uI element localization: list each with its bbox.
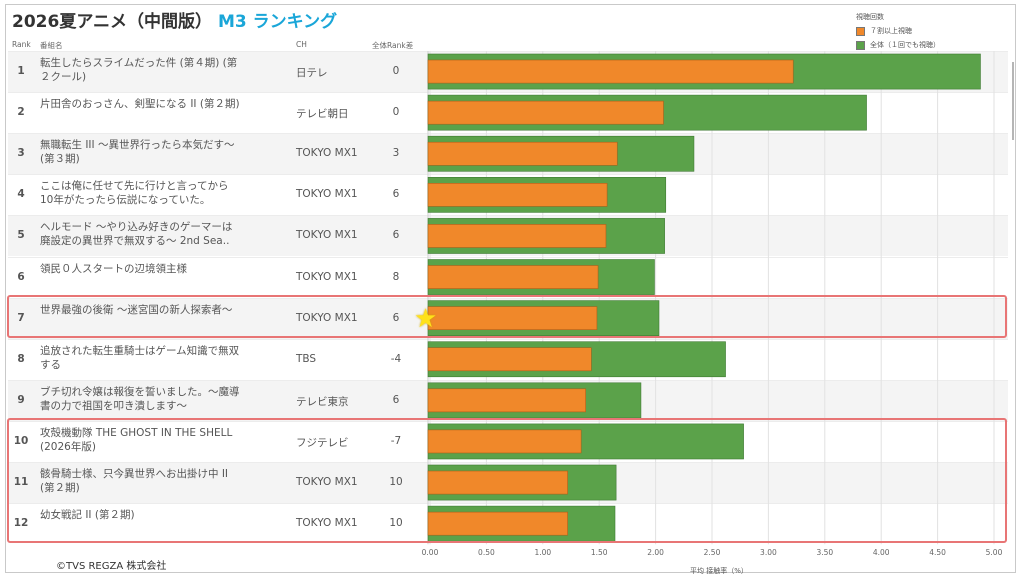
title-accent: M3 ランキング (217, 12, 338, 32)
legend-label-70pct: ７割以上視聴 (870, 27, 912, 35)
header-rank: Rank (12, 40, 31, 49)
x-tick-label: 5.00 (986, 548, 1003, 557)
row-rank: 10 (13, 434, 29, 447)
row-rank: 7 (17, 311, 25, 324)
bar-70pct (427, 265, 599, 289)
x-tick-label: 1.50 (591, 548, 608, 557)
row-rank-diff: 6 (392, 311, 400, 324)
row-channel: 日テレ (296, 67, 328, 79)
row-rank: 11 (13, 476, 29, 488)
header-diff: 全体Rank差 (372, 41, 414, 50)
x-tick-label: 0.50 (478, 548, 495, 557)
row-rank-diff: 6 (392, 229, 400, 242)
x-tick-label: 4.00 (873, 548, 890, 557)
row-program-name: 追放された転生重騎士はゲーム知識で無双する (40, 344, 240, 371)
row-rank: 5 (17, 229, 25, 242)
bar-70pct (427, 306, 598, 331)
x-tick-label: 2.50 (704, 548, 721, 557)
row-rank-diff: 0 (392, 106, 400, 119)
row-rank-diff: 10 (389, 517, 403, 530)
row-program-name: 幼女戦記 II (第２期) (40, 509, 135, 522)
row-program-name: 片田舎のおっさん、剣聖になる II (第２期) (40, 98, 240, 111)
bar-70pct (427, 100, 664, 125)
row-rank: 3 (17, 147, 25, 160)
bar-70pct (427, 388, 586, 413)
legend-label-total: 全体（１回でも視聴） (870, 41, 940, 49)
bar-70pct (427, 470, 568, 495)
row-rank-diff: 0 (392, 65, 400, 77)
row-rank: 12 (13, 517, 29, 530)
row-channel: TOKYO MX1 (296, 229, 358, 242)
bar-70pct (427, 141, 618, 166)
legend-swatch-orange (856, 26, 865, 36)
x-tick-label: 4.50 (929, 548, 946, 557)
row-channel: フジテレビ (296, 436, 349, 449)
row-channel: TOKYO MX1 (296, 270, 358, 283)
row-rank-diff: -4 (390, 352, 402, 365)
row-rank-diff: 3 (392, 147, 400, 160)
row-program-name: ブチ切れ令嬢は報復を誓いました。～魔導書の力で祖国を叩き潰します～ (40, 385, 240, 412)
row-channel: TBS (296, 352, 317, 365)
x-tick-label: 3.00 (760, 548, 777, 557)
row-program-name: 領民０人スタートの辺境領主様 (40, 262, 187, 275)
x-tick-label: 0.00 (422, 548, 439, 557)
row-program-name: 骸骨騎士様、只今異世界へお出掛け中 II (第２期) (40, 468, 229, 494)
row-channel: TOKYO MX1 (296, 147, 358, 160)
x-axis-label: 平均 接触率（%） (690, 567, 748, 575)
x-tick-label: 2.00 (647, 548, 664, 557)
row-rank-diff: 10 (389, 476, 403, 488)
row-rank: 6 (17, 270, 25, 283)
row-program-name: ヘルモード ～やり込み好きのゲーマーは廃設定の異世界で無双する～ 2nd Sea… (40, 221, 233, 248)
row-program-name: 世界最強の後衛 ～迷宮国の新人探索者～ (40, 303, 233, 316)
bar-70pct (427, 224, 607, 248)
row-program-name: 攻殻機動隊 THE GHOST IN THE SHELL (2026年版) (40, 426, 233, 453)
bar-70pct (427, 59, 794, 84)
legend-title: 視聴回数 (856, 13, 884, 21)
legend: 視聴回数 ７割以上視聴 全体（１回でも視聴） (856, 12, 940, 50)
row-channel: テレビ朝日 (296, 108, 349, 121)
row-rank: 9 (17, 393, 25, 406)
bar-70pct (427, 183, 608, 207)
header-ch: CH (296, 40, 307, 49)
row-channel: TOKYO MX1 (296, 476, 358, 488)
bar-70pct (427, 347, 592, 372)
row-channel: TOKYO MX1 (296, 311, 358, 324)
row-rank-diff: -7 (390, 434, 402, 447)
row-channel: TOKYO MX1 (296, 517, 358, 530)
row-rank: 1 (17, 65, 25, 77)
row-rank: 2 (17, 106, 25, 119)
legend-swatch-green (856, 40, 865, 50)
bar-70pct (427, 511, 568, 536)
row-rank-diff: 6 (392, 188, 400, 201)
row-channel: TOKYO MX1 (296, 188, 358, 201)
x-tick-label: 3.50 (816, 548, 833, 557)
row-channel: テレビ東京 (296, 395, 349, 408)
x-tick-label: 1.00 (534, 548, 551, 557)
copyright: ©TVS REGZA 株式会社 (56, 561, 167, 572)
header-name: 番組名 (40, 41, 63, 50)
legend-item-total: 全体（１回でも視聴） (856, 40, 940, 50)
bar-70pct (427, 429, 582, 454)
chart-frame (5, 4, 1016, 573)
title-main: 2026夏アニメ（中間版） (12, 12, 212, 32)
row-rank: 4 (17, 188, 25, 201)
row-rank: 8 (17, 352, 25, 365)
row-program-name: 無職転生 III ～異世界行ったら本気だす～ (第３期) (40, 139, 235, 166)
legend-item-70pct: ７割以上視聴 (856, 26, 940, 36)
row-rank-diff: 8 (392, 270, 400, 283)
chart-title: 2026夏アニメ（中間版） M3 ランキング (12, 7, 337, 32)
row-program-name: 転生したらスライムだった件 (第４期) (第２クール) (40, 57, 238, 83)
row-program-name: ここは俺に任せて先に行けと言ってから10年がたったら伝説になっていた。 (40, 180, 229, 207)
star-icon: ★ (414, 304, 438, 334)
row-rank-diff: 6 (392, 393, 400, 406)
